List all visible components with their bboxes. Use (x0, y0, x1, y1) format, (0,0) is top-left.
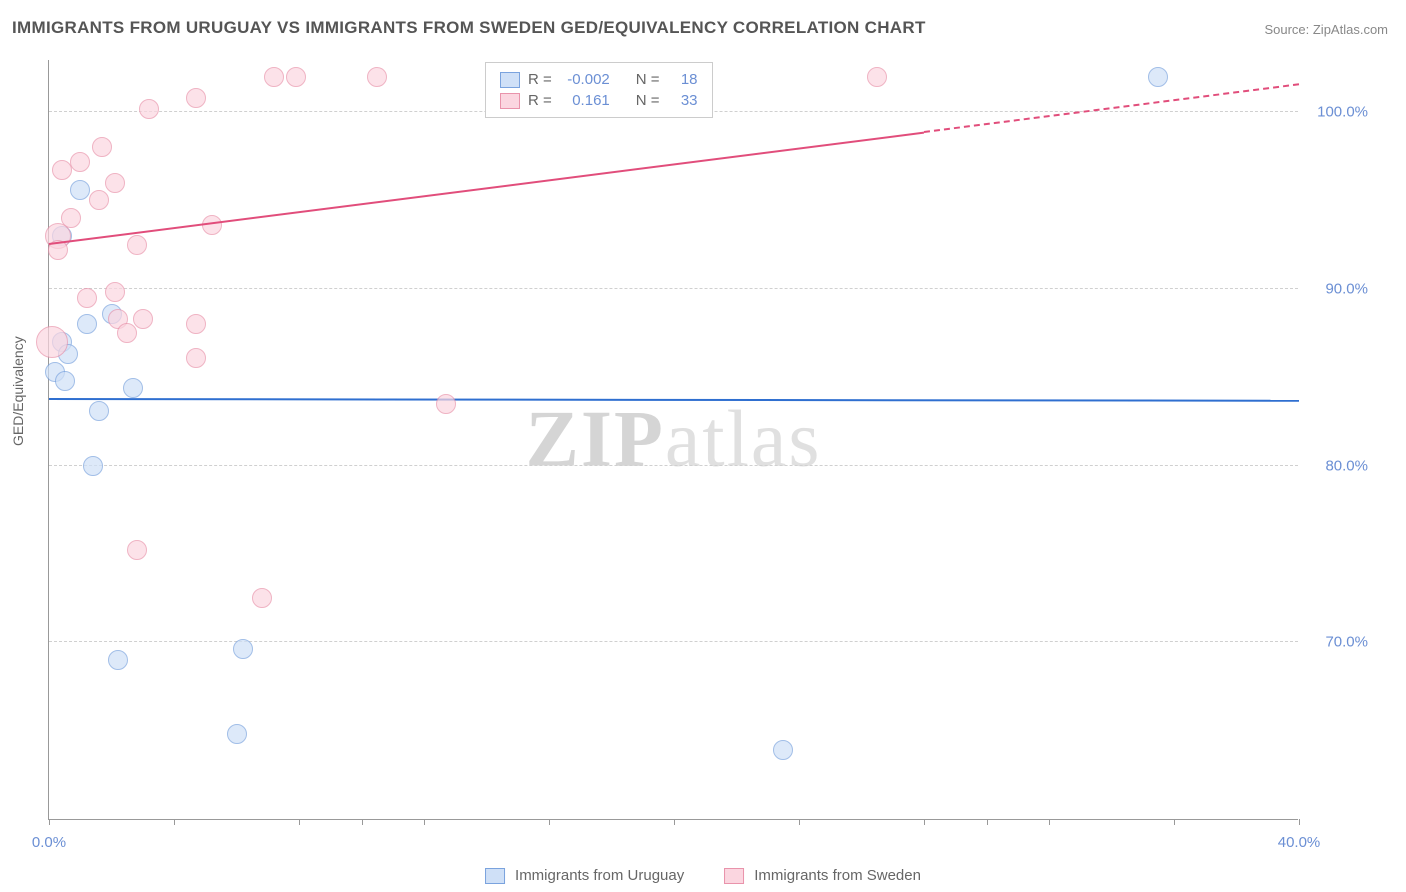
data-point (227, 724, 247, 744)
chart-source: Source: ZipAtlas.com (1264, 22, 1388, 37)
data-point (286, 67, 306, 87)
data-point (89, 190, 109, 210)
data-point (77, 314, 97, 334)
data-point (117, 323, 137, 343)
data-point (108, 650, 128, 670)
x-tick-mark (1299, 819, 1300, 825)
data-point (186, 314, 206, 334)
data-point (89, 401, 109, 421)
data-point (1148, 67, 1168, 87)
legend-swatch (500, 93, 520, 109)
legend-n-value: 18 (668, 71, 698, 88)
data-point (123, 378, 143, 398)
x-tick-mark (924, 819, 925, 825)
x-tick-mark (549, 819, 550, 825)
data-point (233, 639, 253, 659)
watermark-a: ZIP (526, 395, 665, 483)
chart-title: IMMIGRANTS FROM URUGUAY VS IMMIGRANTS FR… (12, 18, 926, 38)
legend-n-value: 33 (668, 92, 698, 109)
data-point (252, 588, 272, 608)
legend-r-label: R = (528, 71, 552, 88)
x-tick-mark (174, 819, 175, 825)
x-tick-mark (674, 819, 675, 825)
data-point (867, 67, 887, 87)
x-tick-mark (799, 819, 800, 825)
y-tick-label: 100.0% (1317, 104, 1368, 121)
data-point (55, 371, 75, 391)
legend-label: Immigrants from Uruguay (515, 867, 684, 884)
x-tick-mark (1174, 819, 1175, 825)
watermark-b: atlas (665, 395, 822, 483)
data-point (127, 235, 147, 255)
y-tick-label: 70.0% (1325, 634, 1368, 651)
data-point (186, 348, 206, 368)
x-tick-mark (424, 819, 425, 825)
regression-line (49, 131, 924, 244)
y-tick-label: 90.0% (1325, 280, 1368, 297)
data-point (186, 88, 206, 108)
watermark: ZIPatlas (526, 394, 822, 485)
data-point (52, 160, 72, 180)
plot-area: ZIPatlas 70.0%80.0%90.0%100.0%0.0%40.0% (48, 60, 1298, 820)
legend-r-label: R = (528, 92, 552, 109)
data-point (127, 540, 147, 560)
x-tick-label: 40.0% (1278, 834, 1321, 851)
data-point (83, 456, 103, 476)
legend-r-value: -0.002 (560, 71, 610, 88)
data-point (133, 309, 153, 329)
data-point (92, 137, 112, 157)
data-point (36, 326, 68, 358)
legend-stat-row: R = -0.002 N = 18 (500, 69, 698, 90)
x-tick-mark (987, 819, 988, 825)
x-tick-mark (362, 819, 363, 825)
data-point (139, 99, 159, 119)
grid-line (49, 465, 1298, 466)
y-tick-label: 80.0% (1325, 457, 1368, 474)
data-point (264, 67, 284, 87)
y-axis-label: GED/Equivalency (10, 336, 26, 446)
x-tick-label: 0.0% (32, 834, 66, 851)
legend-stats: R = -0.002 N = 18 R = 0.161 N = 33 (485, 62, 713, 118)
x-tick-mark (49, 819, 50, 825)
legend-swatch (485, 868, 505, 884)
legend-series: Immigrants from Uruguay Immigrants from S… (485, 867, 921, 884)
data-point (436, 394, 456, 414)
legend-label: Immigrants from Sweden (754, 867, 921, 884)
legend-item: Immigrants from Uruguay (485, 867, 684, 884)
data-point (367, 67, 387, 87)
data-point (105, 173, 125, 193)
data-point (105, 282, 125, 302)
legend-n-label: N = (636, 71, 660, 88)
grid-line (49, 288, 1298, 289)
legend-swatch (500, 72, 520, 88)
x-tick-mark (1049, 819, 1050, 825)
data-point (773, 740, 793, 760)
data-point (70, 180, 90, 200)
legend-swatch (724, 868, 744, 884)
data-point (77, 288, 97, 308)
regression-line (49, 398, 1299, 402)
legend-r-value: 0.161 (560, 92, 610, 109)
legend-stat-row: R = 0.161 N = 33 (500, 90, 698, 111)
legend-n-label: N = (636, 92, 660, 109)
data-point (70, 152, 90, 172)
legend-item: Immigrants from Sweden (724, 867, 921, 884)
regression-line-dashed (924, 84, 1299, 134)
x-tick-mark (299, 819, 300, 825)
